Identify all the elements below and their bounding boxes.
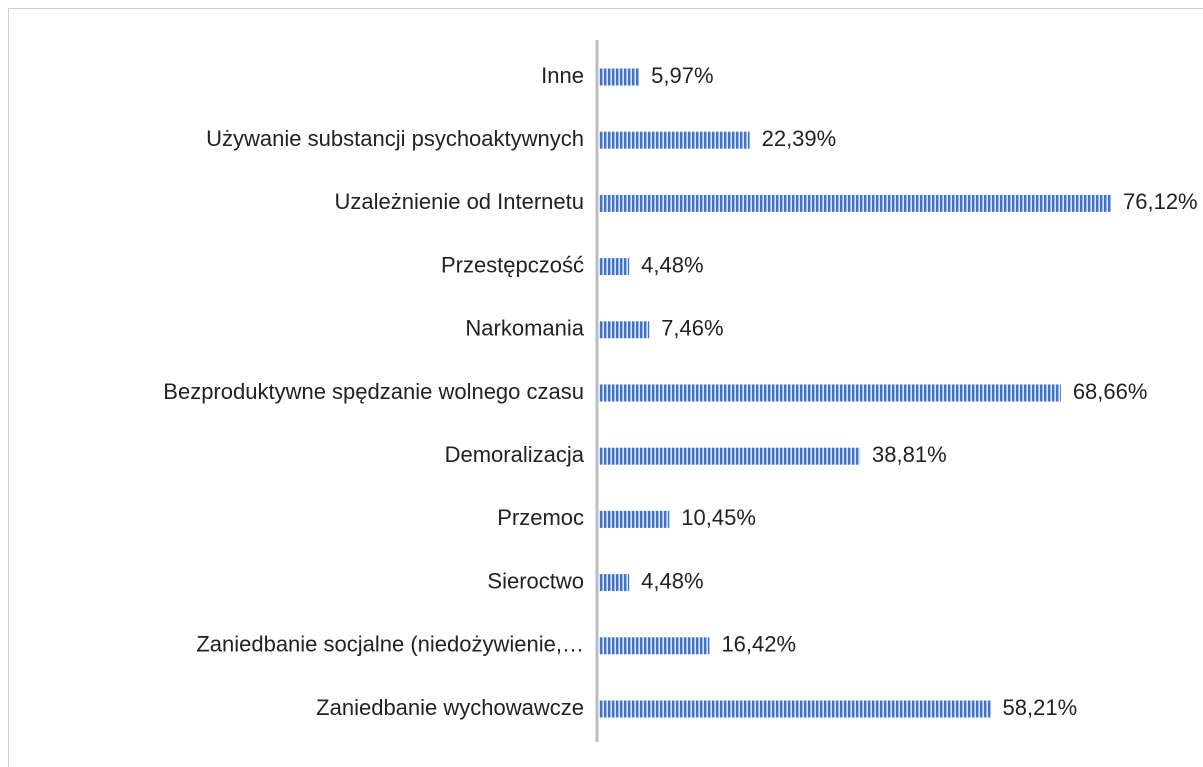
bar — [599, 510, 670, 528]
category-label: Demoralizacja — [445, 442, 585, 467]
chart-frame — [8, 8, 1203, 767]
data-label: 76,12% — [1123, 189, 1198, 214]
data-label: 22,39% — [762, 126, 837, 151]
data-label: 4,48% — [641, 568, 703, 593]
data-label: 68,66% — [1073, 379, 1148, 404]
category-label: Bezproduktywne spędzanie wolnego czasu — [163, 379, 584, 404]
data-label: 5,97% — [651, 63, 713, 88]
data-label: 7,46% — [661, 316, 723, 341]
data-label: 10,45% — [681, 505, 756, 530]
bar — [599, 637, 710, 655]
category-label: Uzależnienie od Internetu — [335, 189, 585, 214]
bar — [599, 700, 991, 718]
bar — [599, 321, 650, 339]
category-label: Zaniedbanie socjalne (niedożywienie,… — [196, 632, 584, 657]
category-label: Narkomania — [465, 316, 584, 341]
bar — [599, 68, 640, 86]
data-label: 38,81% — [872, 442, 947, 467]
data-label: 58,21% — [1003, 695, 1078, 720]
data-label: 4,48% — [641, 252, 703, 277]
bar — [599, 194, 1111, 212]
category-label: Używanie substancji psychoaktywnych — [206, 126, 584, 151]
bar — [599, 574, 630, 592]
category-label: Przestępczość — [441, 252, 584, 277]
category-label: Zaniedbanie wychowawcze — [316, 695, 584, 720]
bar — [599, 131, 750, 149]
category-label: Sieroctwo — [487, 568, 584, 593]
bar — [599, 258, 630, 276]
bar — [599, 447, 861, 465]
bar — [599, 384, 1061, 402]
category-label: Inne — [541, 63, 584, 88]
data-label: 16,42% — [721, 632, 796, 657]
category-label: Przemoc — [497, 505, 584, 530]
